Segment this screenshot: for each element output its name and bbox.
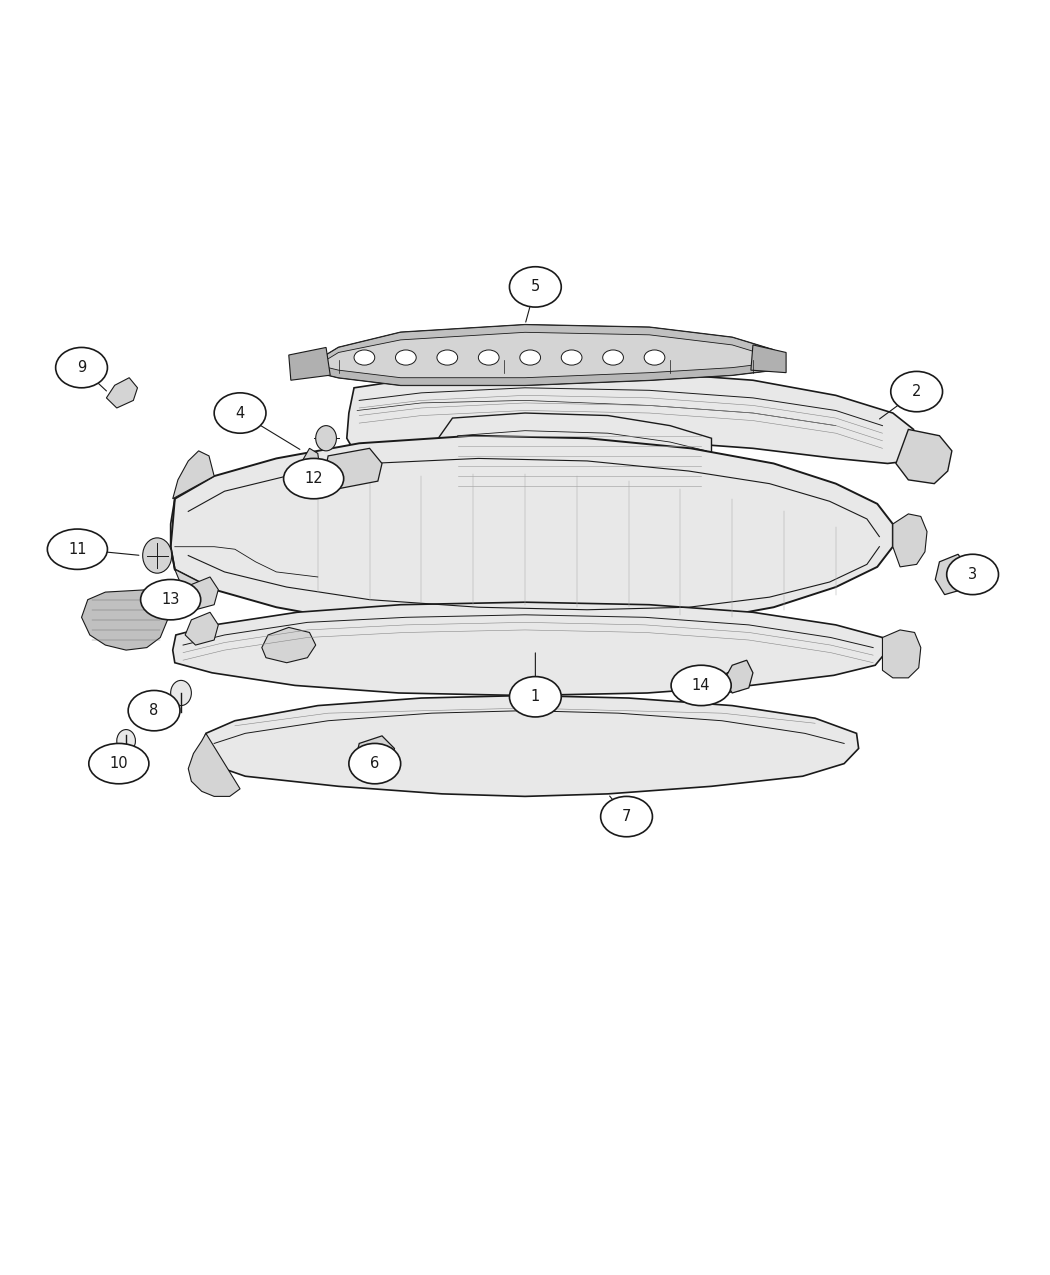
Polygon shape (289, 348, 330, 380)
Polygon shape (188, 733, 240, 797)
Polygon shape (202, 695, 859, 797)
Polygon shape (892, 514, 927, 567)
Text: 13: 13 (162, 592, 180, 607)
Polygon shape (896, 430, 952, 483)
Circle shape (117, 729, 135, 752)
Polygon shape (346, 370, 917, 464)
Polygon shape (82, 589, 168, 650)
Polygon shape (318, 325, 774, 365)
Polygon shape (882, 630, 921, 678)
Polygon shape (185, 612, 218, 645)
Text: 9: 9 (77, 360, 86, 375)
Polygon shape (355, 736, 395, 774)
Text: 3: 3 (968, 567, 978, 581)
Ellipse shape (671, 666, 731, 705)
Text: 4: 4 (235, 405, 245, 421)
Text: 12: 12 (304, 470, 323, 486)
Polygon shape (301, 449, 320, 476)
Polygon shape (324, 449, 382, 488)
Polygon shape (174, 570, 214, 607)
Circle shape (316, 426, 336, 451)
Ellipse shape (644, 349, 665, 365)
Polygon shape (172, 451, 214, 499)
Polygon shape (936, 555, 968, 594)
Ellipse shape (396, 349, 416, 365)
Polygon shape (261, 627, 316, 663)
Polygon shape (429, 413, 712, 496)
Ellipse shape (601, 797, 652, 836)
Text: 2: 2 (912, 384, 921, 399)
Polygon shape (723, 660, 753, 694)
Ellipse shape (509, 266, 562, 307)
Ellipse shape (509, 677, 562, 717)
Text: 8: 8 (149, 703, 159, 718)
Ellipse shape (284, 459, 343, 499)
Ellipse shape (89, 743, 149, 784)
Ellipse shape (47, 529, 107, 570)
Polygon shape (106, 377, 138, 408)
Ellipse shape (354, 349, 375, 365)
Polygon shape (751, 346, 786, 372)
Ellipse shape (947, 555, 999, 594)
Ellipse shape (562, 349, 582, 365)
Text: 10: 10 (109, 756, 128, 771)
Text: 11: 11 (68, 542, 87, 557)
Polygon shape (172, 602, 885, 695)
Ellipse shape (890, 371, 943, 412)
Ellipse shape (437, 349, 458, 365)
Polygon shape (720, 668, 747, 694)
Polygon shape (171, 436, 892, 630)
Ellipse shape (349, 743, 401, 784)
Text: 14: 14 (692, 678, 711, 692)
Text: 1: 1 (530, 690, 540, 704)
Circle shape (171, 681, 191, 705)
Ellipse shape (56, 348, 107, 388)
Ellipse shape (128, 691, 180, 731)
Ellipse shape (141, 580, 201, 620)
Ellipse shape (479, 349, 499, 365)
Polygon shape (185, 578, 218, 609)
Ellipse shape (603, 349, 624, 365)
Polygon shape (318, 325, 784, 385)
Text: 5: 5 (530, 279, 540, 295)
Text: 6: 6 (371, 756, 379, 771)
Text: 7: 7 (622, 810, 631, 824)
Ellipse shape (520, 349, 541, 365)
Ellipse shape (214, 393, 266, 434)
Polygon shape (318, 362, 774, 385)
Circle shape (143, 538, 172, 574)
